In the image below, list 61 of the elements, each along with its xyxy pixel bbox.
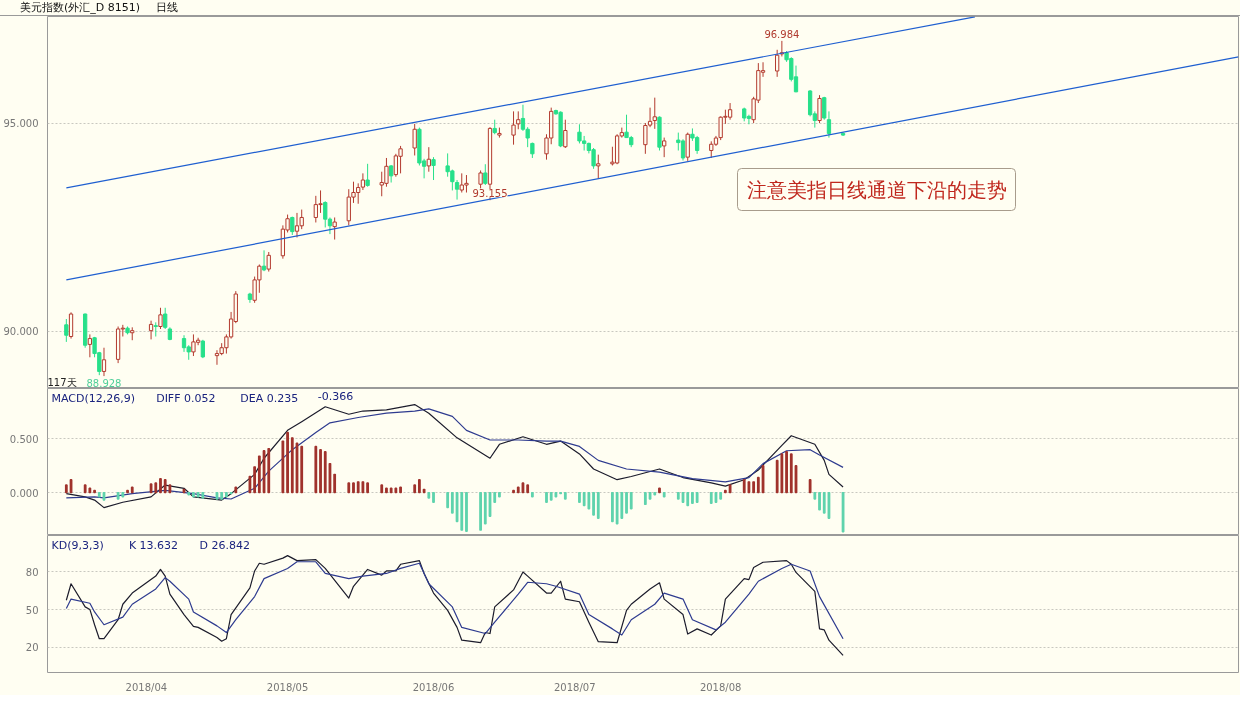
- y-tick-label: 50: [25, 604, 39, 616]
- chart-title: KD(9,3,3): [51, 538, 104, 552]
- candlestick: [817, 94, 822, 124]
- y-tick-label: 80: [25, 566, 39, 578]
- line-series: [65, 561, 844, 640]
- candlestick: [727, 102, 733, 121]
- candlestick: [294, 212, 300, 238]
- x-tick-label: 2018/04: [125, 681, 168, 693]
- annotation: 93.155: [472, 188, 508, 200]
- line-series: [65, 555, 844, 656]
- x-tick-label: 2018/08: [699, 681, 742, 693]
- x-tick-label: 2018/05: [266, 681, 309, 693]
- candlestick: [360, 172, 366, 191]
- chart-title: MACD(12,26,9): [51, 391, 136, 405]
- candlestick: [412, 123, 417, 156]
- candlestick: [191, 333, 196, 357]
- candlestick: [266, 251, 271, 273]
- candlestick: [577, 123, 582, 144]
- annotation: 88.928: [86, 378, 122, 390]
- x-tick-label: 2018/06: [412, 681, 455, 693]
- candlestick: [426, 146, 431, 173]
- candlestick: [148, 320, 154, 340]
- annotation: -0.366: [317, 389, 354, 403]
- candlestick: [652, 97, 657, 130]
- candlestick: [87, 333, 93, 358]
- candlestick: [807, 89, 813, 117]
- chart-subtitle: 日线: [156, 1, 179, 14]
- candlestick: [398, 145, 403, 174]
- y-tick-label: 20: [25, 642, 39, 654]
- candlestick: [511, 110, 516, 146]
- annotation: D 26.842: [199, 538, 250, 552]
- y-tick-label: 0.500: [9, 433, 39, 445]
- candlestick: [662, 137, 667, 158]
- candlestick: [431, 156, 436, 181]
- candlestick: [332, 216, 337, 241]
- candlestick: [101, 347, 107, 377]
- annotation: 117天: [47, 376, 77, 388]
- candlestick: [685, 132, 690, 162]
- candlestick: [596, 154, 601, 179]
- annotation: DEA 0.235: [240, 391, 299, 405]
- candlestick: [365, 163, 370, 188]
- annotation: 注意美指日线通道下沿的走势: [746, 177, 1007, 202]
- candlestick: [563, 119, 568, 149]
- candlestick: [64, 318, 69, 343]
- candlestick: [214, 349, 220, 366]
- x-tick-label: 2018/07: [553, 681, 596, 693]
- candlestick: [68, 311, 74, 340]
- annotation: DIFF 0.052: [156, 391, 216, 405]
- candlestick: [775, 49, 780, 78]
- candlestick: [158, 307, 163, 330]
- annotation: K 13.632: [128, 538, 179, 552]
- y-tick-label: 0.000: [9, 487, 39, 499]
- annotation: 96.984: [764, 28, 800, 40]
- candlestick: [483, 163, 488, 186]
- y-tick-label: 95.000: [3, 118, 39, 130]
- candlestick: [591, 147, 596, 170]
- candlestick: [680, 138, 686, 161]
- chart-title: 美元指数(外汇_D 8151): [20, 1, 141, 14]
- y-tick-label: 90.000: [3, 326, 39, 338]
- candlestick: [163, 307, 168, 330]
- candlestick: [318, 189, 323, 214]
